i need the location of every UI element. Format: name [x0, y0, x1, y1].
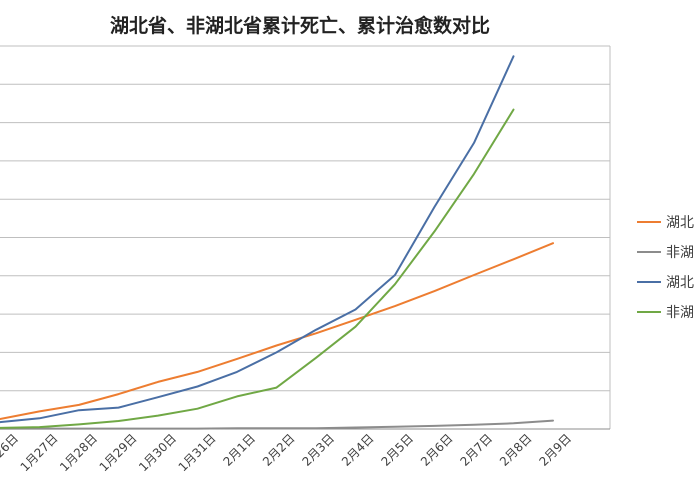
gridlines [0, 45, 610, 392]
x-tick-label: 2月3日 [299, 431, 337, 469]
chart-title: 湖北省、非湖北省累计死亡、累计治愈数对比 [110, 14, 490, 37]
x-tick-label: 2月9日 [536, 431, 574, 469]
x-tick-label: 2月6日 [418, 431, 456, 469]
series-line-3 [0, 55, 515, 424]
x-tick-label: 1月26日 [0, 431, 21, 474]
series-line-2 [0, 419, 554, 430]
x-tick-label: 1月30日 [136, 431, 179, 474]
legend-entry: 湖北 [666, 215, 694, 231]
x-tick-label: 1月31日 [176, 431, 219, 474]
legend-entry: 湖北 [666, 275, 694, 291]
x-tick-label: 2月8日 [497, 431, 535, 469]
series-line-4 [0, 108, 515, 429]
series-lines [0, 55, 554, 430]
x-tick-label: 1月28日 [57, 431, 100, 474]
x-tick-label: 2月2日 [260, 431, 298, 469]
x-tick-label: 2月7日 [457, 431, 495, 469]
x-tick-label: 1月27日 [18, 431, 61, 474]
x-tick-label: 2月1日 [220, 431, 258, 469]
series-line-1 [0, 242, 554, 420]
legend-entry: 非湖 [666, 305, 694, 321]
x-tick-label: 1月29日 [97, 431, 140, 474]
x-tick-label: 2月4日 [339, 431, 377, 469]
legend-entry: 非湖 [666, 245, 694, 261]
x-tick-label: 2月5日 [378, 431, 416, 469]
